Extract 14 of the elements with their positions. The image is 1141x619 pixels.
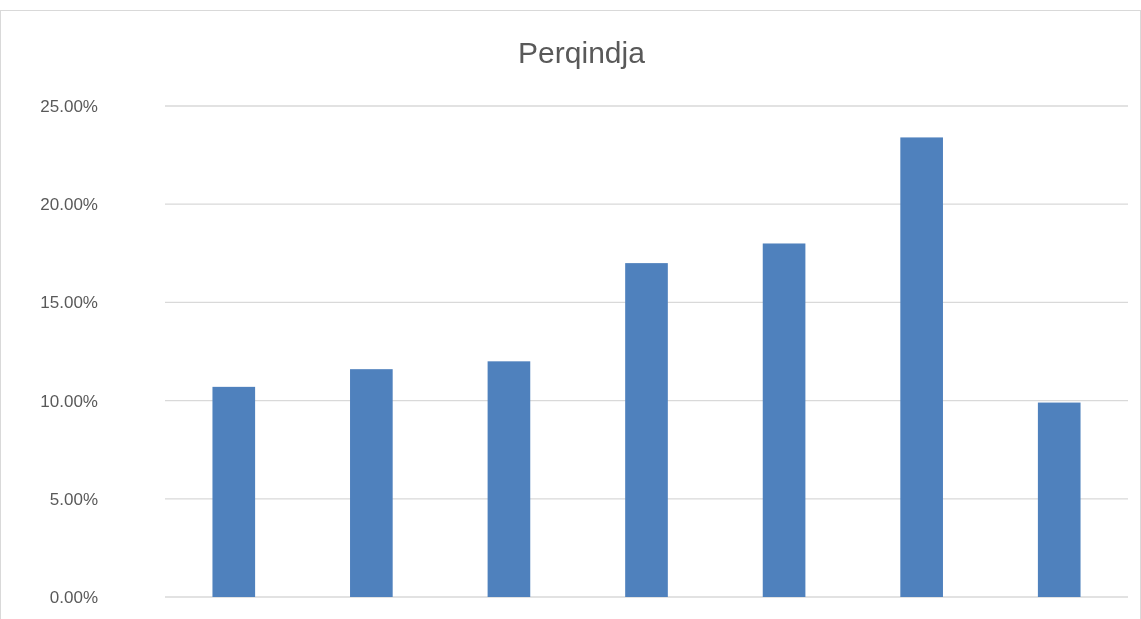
- bar: [625, 263, 668, 597]
- bar: [487, 361, 531, 597]
- bar: [900, 137, 943, 597]
- bar: [762, 243, 806, 597]
- bar: [1037, 402, 1081, 597]
- bar: [350, 369, 393, 597]
- y-tick-label: 25.00%: [40, 96, 98, 116]
- bar: [212, 386, 256, 597]
- chart-title: Perqindja: [518, 36, 646, 69]
- y-tick-label: 0.00%: [49, 587, 98, 607]
- y-tick-label: 15.00%: [40, 293, 98, 313]
- y-tick-label: 20.00%: [40, 195, 98, 215]
- y-tick-label: 5.00%: [49, 489, 98, 509]
- y-tick-label: 10.00%: [40, 391, 98, 411]
